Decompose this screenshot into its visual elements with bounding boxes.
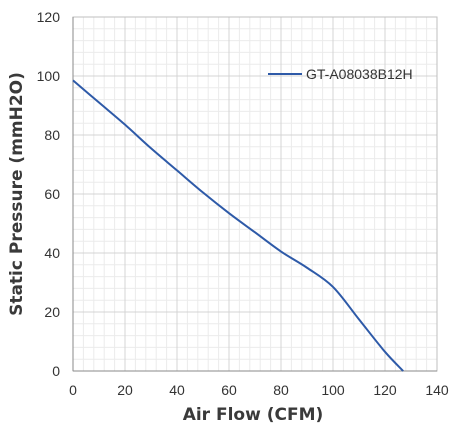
- plot-frame: [72, 16, 438, 372]
- x-axis-title: Air Flow (CFM): [183, 405, 324, 425]
- series-layer: [72, 79, 404, 372]
- y-tick-label: 0: [52, 363, 60, 379]
- x-tick-label: 20: [117, 382, 133, 398]
- y-tick-label: 100: [37, 68, 61, 84]
- y-axis-title: Static Pressure (mmH2O): [7, 72, 27, 316]
- major-grid: [72, 16, 438, 372]
- series-line: [72, 79, 404, 372]
- x-tick-labels: 0 20 40 60 80 100 120 140: [69, 382, 449, 398]
- x-tick-label: 120: [373, 382, 397, 398]
- y-tick-label: 60: [44, 186, 60, 202]
- x-tick-label: 60: [221, 382, 237, 398]
- x-tick-label: 40: [169, 382, 185, 398]
- y-tick-label: 20: [44, 304, 60, 320]
- legend-label: GT-A08038B12H: [306, 66, 413, 82]
- y-tick-label: 80: [44, 127, 60, 143]
- y-tick-label: 120: [37, 9, 61, 25]
- x-tick-label: 100: [321, 382, 345, 398]
- x-tick-label: 140: [425, 382, 449, 398]
- x-tick-label: 80: [273, 382, 289, 398]
- legend: GT-A08038B12H: [268, 66, 413, 82]
- x-tick-label: 0: [69, 382, 77, 398]
- y-tick-labels: 0 20 40 60 80 100 120: [37, 9, 61, 379]
- y-tick-label: 40: [44, 245, 60, 261]
